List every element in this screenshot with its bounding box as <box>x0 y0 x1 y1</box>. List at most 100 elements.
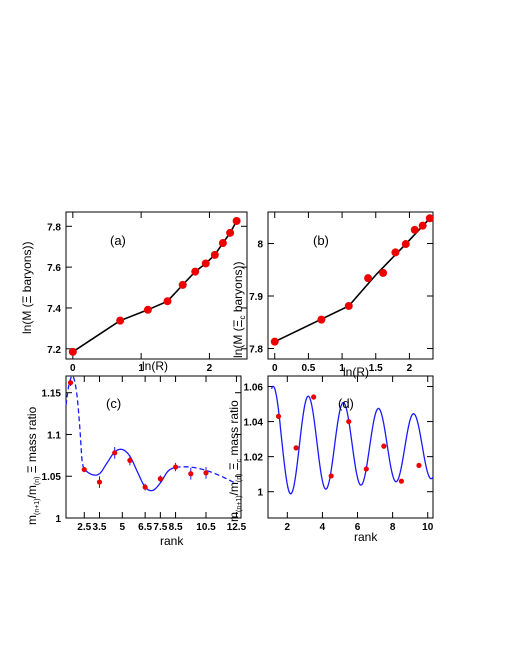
panel-b-xtick-label: 0.5 <box>301 363 315 374</box>
panel-c-point <box>81 466 87 473</box>
panel-a-point <box>178 280 187 289</box>
panel-a-ytick-label: 7.6 <box>47 263 61 274</box>
panel-d-ylabel-sub2: (n) <box>236 474 243 483</box>
panel-b-point <box>418 221 427 230</box>
panel-d-point <box>363 466 369 472</box>
panel-c-point <box>96 479 103 485</box>
panel-d-point <box>346 418 352 425</box>
panel-c-ytick-label: 1.05 <box>42 472 62 483</box>
panel-a-xtick-label: 1 <box>138 363 144 374</box>
panel-a-marks <box>68 216 241 356</box>
panel-d-xtick-label: 6 <box>355 522 361 533</box>
panel-d-xlabel: rank <box>354 530 378 544</box>
panel-c-xtick-label: 3.5 <box>93 522 107 533</box>
panel-d-ylabel-symsub: c <box>236 458 243 462</box>
panel-c-point <box>203 470 209 476</box>
panel-d-point <box>328 473 334 479</box>
panel-a: 0 1 2 7.2 7.4 7.6 7.8 (a) ln(R) ln(M (Ξ baryon… <box>20 211 248 374</box>
panel-c: 2.5 3.5 5 6.5 7.5 8.5 10.5 12.5 1 1.05 1.1 1.15 (c)… <box>25 375 247 548</box>
panel-c-point <box>172 464 179 470</box>
panel-c-xtick-label: 8.5 <box>169 522 183 533</box>
panel-d-ytick-label: 1 <box>257 488 263 499</box>
panel-a-xlabel: ln(R) <box>142 359 168 373</box>
panel-d-axes: 2 4 6 8 10 1 1.02 1.04 1.06 <box>244 376 434 533</box>
panel-b-xtick-label: 1.5 <box>369 363 383 374</box>
panel-a-ylabel: ln(M (Ξ baryons)) <box>20 242 34 334</box>
panel-a-point <box>191 267 200 276</box>
panel-b-ylabel-sym: Ξ <box>231 319 245 327</box>
panel-c-xtick-label: 7.5 <box>153 522 167 533</box>
panel-b-ylabel-sub: c <box>238 316 247 320</box>
panel-d-xtick-label: 10 <box>422 522 434 533</box>
panel-b-ytick-label: 7.9 <box>249 292 263 303</box>
panel-d-frame <box>267 375 434 519</box>
panel-c-xtick-label: 10.5 <box>196 522 216 533</box>
panel-c-ylabel: m(n+1)/m(n) Ξ mass ratio <box>25 406 41 525</box>
panel-b-point <box>364 274 373 283</box>
panel-c-point <box>188 471 194 477</box>
panel-a-point <box>226 228 235 237</box>
panel-a-ytick-label: 7.2 <box>47 345 61 356</box>
panel-b-point <box>425 214 434 223</box>
panel-c-xtick-label: 6.5 <box>138 522 152 533</box>
panel-c-point <box>127 457 133 463</box>
panel-d-ytick-label: 1.04 <box>244 418 264 429</box>
panel-c-fit-dashed-right <box>175 466 237 485</box>
panel-b-xtick-label: 1 <box>339 363 345 374</box>
panel-c-ylabel-sub1: (n+1) <box>34 498 41 515</box>
panel-d-tag: (d) <box>338 396 354 411</box>
panel-b-xtick-label: 0 <box>272 363 278 374</box>
panel-a-tag: (a) <box>110 233 126 248</box>
panel-b-point <box>401 240 410 249</box>
panel-b-point <box>410 225 419 234</box>
panel-d-xtick-label: 4 <box>320 522 326 533</box>
panel-a-point <box>201 259 210 268</box>
panel-c-ytick-label: 1.15 <box>42 389 62 400</box>
panel-a-point <box>163 297 172 306</box>
panel-c-point <box>142 484 148 490</box>
panel-b-ytick-label: 8 <box>257 240 263 251</box>
panel-d-ylabel-prefix: m <box>227 512 241 522</box>
panel-c-frame <box>65 375 242 519</box>
panel-b-ylabel-main: ln(M ( <box>231 327 245 358</box>
panel-b-axes: 0 0.5 1 1.5 2 7.8 7.9 8 <box>249 212 433 374</box>
panel-d-xtick-label: 2 <box>285 522 291 533</box>
panel-b-tag: (b) <box>313 233 329 248</box>
panel-c-axes: 2.5 3.5 5 6.5 7.5 8.5 10.5 12.5 1 1.05 1.1 1.15 <box>42 376 247 533</box>
panel-b-point <box>391 248 400 257</box>
panel-c-point <box>67 380 74 386</box>
panel-d-ylabel-sym: Ξ <box>227 462 241 473</box>
panel-a-ytick-label: 7.4 <box>47 304 61 315</box>
panel-c-ylabel-tail: Ξ mass ratio <box>25 406 39 476</box>
panel-b-point <box>317 315 326 324</box>
panel-c-point <box>157 476 163 482</box>
panel-d-ylabel-sub1: (n+1) <box>236 495 243 512</box>
panel-b-ytick-label: 7.8 <box>249 345 263 356</box>
panel-d-ylabel-mid: /m <box>227 482 241 495</box>
panel-a-xtick-label: 0 <box>70 363 76 374</box>
panel-c-ylabel-mid: /m <box>25 485 39 498</box>
panel-a-frame <box>65 211 248 360</box>
panel-c-fit-dashed-left <box>65 375 85 470</box>
panel-a-point <box>116 316 125 325</box>
panel-d-point <box>293 445 299 451</box>
panel-c-point <box>112 450 118 456</box>
panel-b-line <box>274 217 431 343</box>
panel-c-xtick-label: 2.5 <box>77 522 91 533</box>
panel-d-ytick-label: 1.06 <box>244 383 264 394</box>
panel-b-point <box>270 337 279 346</box>
panel-d-ytick-label: 1.02 <box>244 453 264 464</box>
panel-a-point <box>210 250 219 259</box>
panel-d-point <box>381 443 387 449</box>
panel-b-xlabel: ln(R) <box>343 365 369 379</box>
panel-c-tag: (c) <box>106 396 121 411</box>
panel-c-ylabel-prefix: m <box>25 515 39 525</box>
panel-d-point <box>275 413 282 419</box>
panel-a-point <box>232 216 241 225</box>
panel-b-point <box>344 301 353 310</box>
panel-d-xtick-label: 8 <box>390 522 396 533</box>
panel-b-point <box>379 268 388 277</box>
panel-c-xtick-label: 12.5 <box>227 522 247 533</box>
panel-c-ytick-label: 1.1 <box>47 430 61 441</box>
